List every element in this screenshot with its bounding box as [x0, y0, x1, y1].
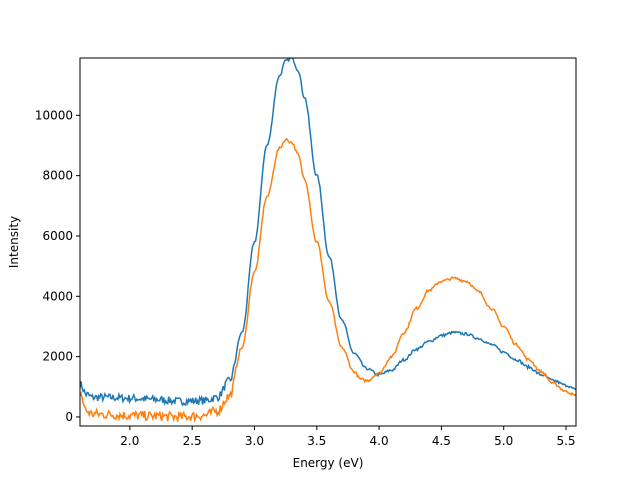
x-tick-label: 2.5 — [183, 434, 202, 448]
line-series-2 — [80, 137, 576, 423]
x-tick-label: 2.0 — [120, 434, 139, 448]
x-tick-label: 4.0 — [370, 434, 389, 448]
axes-frame — [79, 57, 577, 427]
y-tick-label: 0 — [65, 410, 73, 424]
x-tick-label: 3.5 — [307, 434, 326, 448]
y-tick-label: 10000 — [35, 108, 73, 122]
y-tick-label: 8000 — [42, 169, 73, 183]
x-axis-label: Energy (eV) — [293, 456, 364, 470]
y-axis: 0 2000 4000 6000 8000 10000 — [35, 108, 80, 424]
x-axis: 2.0 2.5 3.0 3.5 4.0 4.5 5.0 5.5 — [120, 426, 576, 448]
x-tick-label: 3.0 — [245, 434, 264, 448]
y-tick-label: 6000 — [42, 229, 73, 243]
plot-lines — [80, 58, 576, 423]
line-series-1 — [80, 58, 576, 407]
y-axis-label: Intensity — [7, 216, 21, 268]
y-tick-label: 4000 — [42, 289, 73, 303]
x-tick-label: 5.0 — [494, 434, 513, 448]
x-tick-label: 4.5 — [432, 434, 451, 448]
x-tick-label: 5.5 — [556, 434, 575, 448]
y-tick-label: 2000 — [42, 350, 73, 364]
